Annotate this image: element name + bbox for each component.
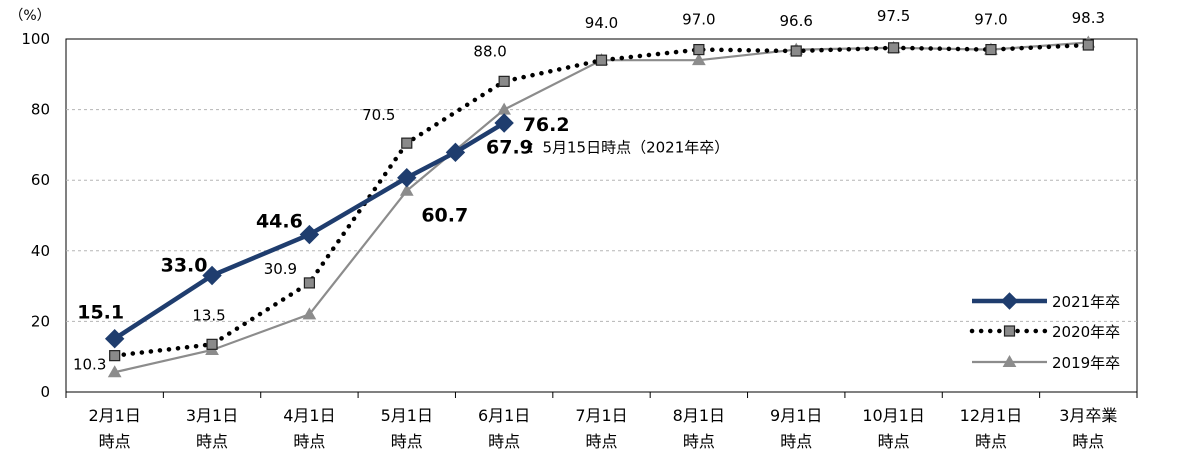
series-2019-marker [692,53,706,66]
legend-label-2020: 2020年卒 [1052,323,1120,341]
x-tick-label: 9月1日 [770,406,822,425]
y-tick-label: 40 [31,242,50,260]
data-label-2021: 60.7 [421,205,468,227]
x-tick-label: 12月1日 [960,406,1023,425]
x-tick-label: 時点 [293,432,325,451]
data-label-2021: 67.9 [486,136,533,158]
data-label-2020: 13.5 [192,306,225,324]
series-2020-marker [693,43,705,56]
series-2021-marker [494,113,514,133]
legend-2021-marker [1000,292,1019,310]
legend-2019-marker [1002,354,1017,367]
x-tick-label: 時点 [196,432,228,451]
series-2019-marker [302,307,317,320]
series-2020-marker [303,277,316,289]
series-2019-line [114,41,1089,374]
series-2020-marker [790,45,802,57]
x-tick-label: 時点 [683,432,715,451]
data-label-2021: 76.2 [523,114,570,136]
series-2020-marker [401,137,413,149]
data-label-2020: 10.3 [73,356,106,374]
y-tick-label: 100 [21,30,50,48]
y-tick-label: 0 [40,383,50,401]
x-tick-label: 5月1日 [381,406,433,425]
x-tick-label: 7月1日 [575,406,627,425]
data-label-2020: 97.5 [877,7,910,25]
series-2020-line [112,42,1091,358]
legend-2020-marker [1003,325,1016,337]
series-2021-line [113,121,506,341]
series-2021-marker [104,328,125,349]
data-label-2020: 70.5 [362,106,395,124]
annotation-label: ：5月15日時点（2021年卒） [527,138,729,156]
data-label-2021: 44.6 [256,211,303,233]
data-label-2021: 33.0 [161,255,208,277]
data-label-2021: 15.1 [77,302,124,324]
y-tick-label: 60 [31,171,50,189]
series-2020-marker [985,43,997,56]
series-2020-marker [498,75,510,87]
legend-label-2019: 2019年卒 [1052,354,1120,372]
x-tick-label: 10月1日 [862,406,925,425]
data-label-2020: 30.9 [264,260,297,278]
x-tick-label: 時点 [780,432,812,451]
series-2021-marker [397,168,417,188]
series-2019-marker [107,365,122,378]
series-2021-marker [202,265,222,286]
x-tick-label: 時点 [878,432,910,451]
x-tick-label: 時点 [1072,432,1104,451]
x-tick-label: 時点 [99,432,131,451]
plot-frame [65,38,1138,393]
data-label-2020: 96.6 [780,12,813,30]
data-label-2020: 88.0 [473,42,506,60]
x-tick-label: 8月1日 [673,406,725,425]
x-tick-label: 3月卒業 [1059,406,1117,425]
data-label-2020: 94.0 [585,14,618,32]
x-tick-label: 4月1日 [283,406,335,425]
x-tick-label: 3月1日 [186,406,238,425]
series-2021-marker [445,142,466,163]
x-tick-label: 6月1日 [478,406,530,425]
data-label-2020: 97.0 [974,11,1007,29]
series-2021-marker [299,224,320,245]
x-tick-label: 2月1日 [88,406,140,425]
data-label-2020: 98.3 [1072,9,1105,27]
series-2020-marker [887,42,900,54]
series-2020-marker [1082,39,1094,51]
x-tick-label: 時点 [585,432,617,451]
data-label-2020: 97.0 [682,11,715,29]
x-tick-label: 時点 [488,432,520,451]
series-2019-marker [399,183,414,196]
series-2020-marker [595,54,608,66]
y-tick-label: 20 [31,312,50,330]
x-tick-label: 時点 [391,432,423,451]
series-2020-marker [109,350,121,362]
y-tick-label: 80 [31,101,50,119]
legend-label-2021: 2021年卒 [1052,293,1120,311]
x-tick-label: 時点 [975,432,1007,451]
series-2020-marker [206,338,218,350]
y-unit-label: （%） [9,8,50,24]
series-2019-marker [497,102,511,115]
